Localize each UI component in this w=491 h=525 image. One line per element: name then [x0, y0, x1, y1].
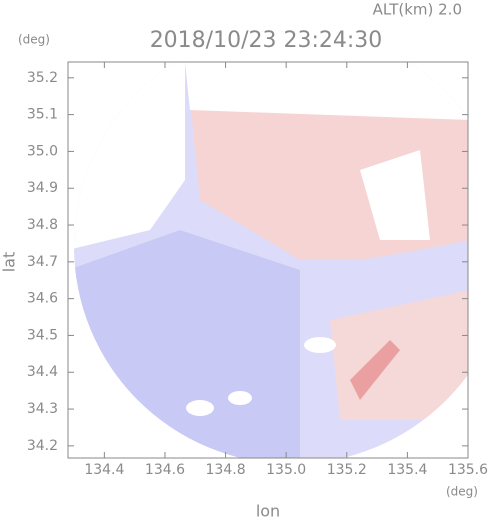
- y-tick-label: 34.8: [27, 217, 58, 233]
- x-tick-label: 134.4: [84, 462, 124, 478]
- y-tick-label: 34.9: [27, 180, 58, 196]
- x-tick-label: 135.0: [266, 462, 306, 478]
- x-tick-label: 135.6: [448, 462, 488, 478]
- x-axis-label: lon: [256, 502, 280, 521]
- field-empty-n: [185, 62, 468, 120]
- y-tick-label: 34.6: [27, 291, 58, 307]
- y-tick-label: 35.1: [27, 107, 58, 123]
- y-axis-label: lat: [0, 252, 19, 273]
- x-tick-label: 135.4: [387, 462, 427, 478]
- y-tick-label: 35.2: [27, 70, 58, 86]
- radar-field: [74, 62, 468, 458]
- field-empty-e: [360, 150, 430, 240]
- field-strong-red: [350, 340, 400, 400]
- y-unit: (deg): [18, 33, 50, 47]
- x-tick-label: 134.8: [206, 462, 246, 478]
- y-tick-label: 34.2: [27, 438, 58, 454]
- y-tick-label: 34.7: [27, 254, 58, 270]
- field-gap: [186, 400, 214, 416]
- field-gap: [304, 337, 336, 353]
- y-tick-label: 35.0: [27, 143, 58, 159]
- x-tick-label: 135.2: [327, 462, 367, 478]
- y-tick-label: 34.4: [27, 364, 58, 380]
- field-dark-blue: [74, 230, 300, 458]
- plot-frame: [67, 61, 469, 459]
- field-gap: [228, 391, 252, 405]
- y-tick-label: 34.3: [27, 401, 58, 417]
- x-unit: (deg): [446, 485, 478, 499]
- y-tick-label: 34.5: [27, 327, 58, 343]
- altitude-label: ALT(km) 2.0: [373, 1, 462, 19]
- chart-title: 2018/10/23 23:24:30: [150, 28, 383, 53]
- x-tick-label: 134.6: [145, 462, 185, 478]
